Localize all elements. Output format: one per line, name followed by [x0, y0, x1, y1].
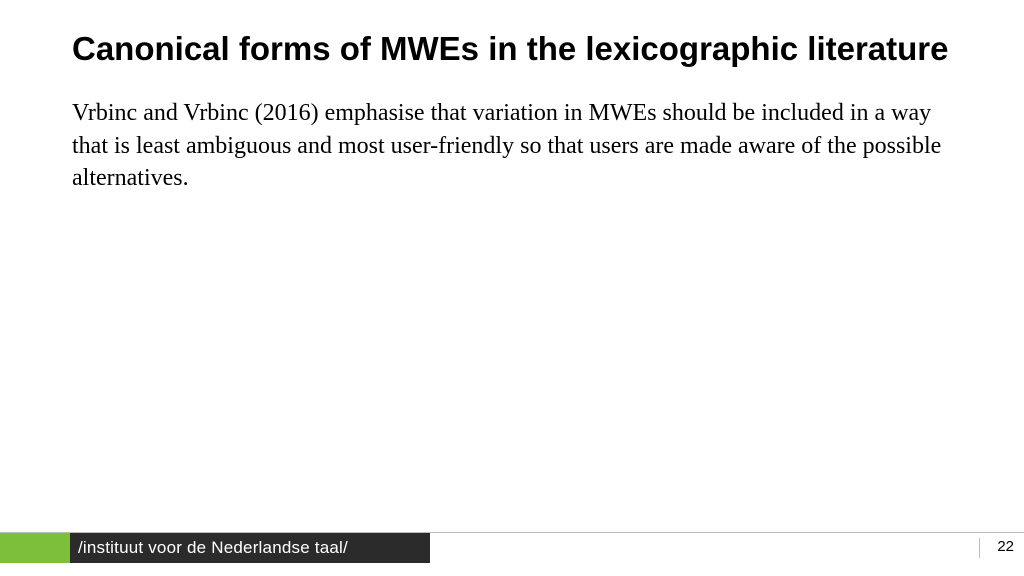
footer-org-block: /instituut voor de Nederlandse taal/ — [70, 533, 430, 563]
content-area: Canonical forms of MWEs in the lexicogra… — [72, 28, 964, 194]
footer-org-label: /instituut voor de Nederlandse taal/ — [78, 538, 348, 558]
page-number: 22 — [986, 538, 1014, 555]
slide-body-text: Vrbinc and Vrbinc (2016) emphasise that … — [72, 97, 952, 194]
footer: /instituut voor de Nederlandse taal/ 22 — [0, 532, 1024, 564]
footer-accent-block — [0, 533, 70, 563]
page-number-divider — [979, 538, 980, 558]
slide: Canonical forms of MWEs in the lexicogra… — [0, 0, 1024, 576]
slide-title: Canonical forms of MWEs in the lexicogra… — [72, 28, 964, 69]
